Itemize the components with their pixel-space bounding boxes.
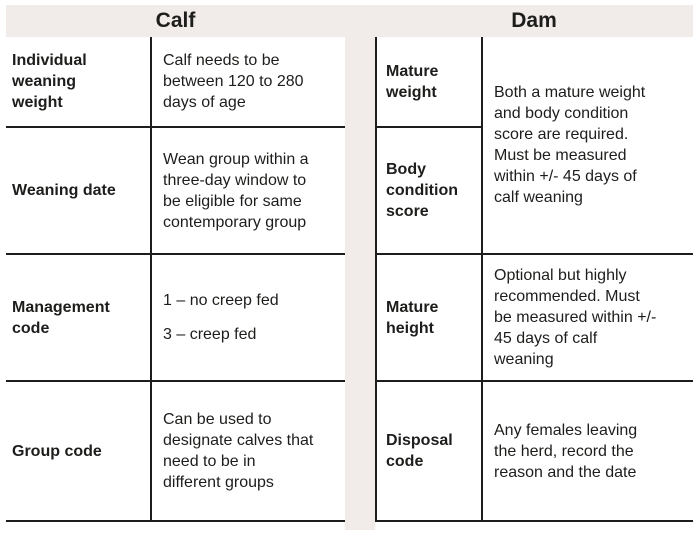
management-code-option-creep-fed: 3 – creep fed	[163, 326, 257, 343]
dam-label-mature-weight-text: Mature weight	[386, 62, 439, 101]
dam-label-mature-height: Mature height	[377, 255, 483, 382]
header-band: Calf Dam	[6, 5, 693, 37]
calf-desc-individual-weaning-weight-text: Calf needs to be between 120 to 280 days…	[163, 52, 304, 111]
header-gap	[345, 5, 375, 37]
management-code-option-no-creep-fed: 1 – no creep fed	[163, 292, 279, 309]
calf-label-individual-weaning-weight: Individual weaning weight	[6, 37, 152, 128]
calf-label-weaning-date-text: Weaning date	[12, 182, 116, 199]
center-gutter	[345, 37, 375, 530]
calf-desc-weaning-date-text: Wean group within a three-day window to …	[163, 150, 309, 231]
dam-label-body-condition-score-text: Body condition score	[386, 161, 458, 220]
calf-header: Calf	[155, 9, 196, 32]
calf-desc-management-code: 1 – no creep fed 3 – creep fed	[152, 255, 345, 382]
calf-label-management-code-text: Management code	[12, 298, 110, 337]
calf-label-group-code: Group code	[6, 382, 152, 522]
dam-desc-disposal-code-text: Any females leaving the herd, record the…	[494, 421, 638, 481]
dam-label-disposal-code-text: Disposal code	[386, 432, 453, 470]
dam-desc-mature-weight-body-condition: Both a mature weight and body condition …	[483, 37, 693, 255]
calf-desc-weaning-date: Wean group within a three-day window to …	[152, 128, 345, 255]
calf-desc-group-code: Can be used to designate calves that nee…	[152, 382, 345, 522]
calf-desc-group-code-text: Can be used to designate calves that nee…	[163, 411, 314, 491]
calf-label-group-code-text: Group code	[12, 442, 102, 460]
dam-desc-mature-height-text: Optional but highly recommended. Must be…	[494, 267, 657, 368]
dam-label-mature-weight: Mature weight	[377, 37, 483, 128]
calf-label-individual-weaning-weight-text: Individual weaning weight	[12, 52, 87, 111]
dam-label-disposal-code: Disposal code	[377, 382, 483, 522]
dam-desc-mature-height: Optional but highly recommended. Must be…	[483, 255, 693, 382]
dam-label-mature-height-text: Mature height	[386, 298, 439, 337]
calf-desc-individual-weaning-weight: Calf needs to be between 120 to 280 days…	[152, 37, 345, 128]
dam-header: Dam	[511, 9, 557, 32]
calf-label-weaning-date: Weaning date	[6, 128, 152, 255]
dam-desc-mature-weight-body-condition-text: Both a mature weight and body condition …	[494, 84, 646, 206]
dam-desc-disposal-code: Any females leaving the herd, record the…	[483, 382, 693, 522]
dam-table: Mature weight Both a mature weight and b…	[375, 37, 693, 522]
calf-table: Individual weaning weight Calf needs to …	[6, 37, 345, 522]
dam-label-body-condition-score: Body condition score	[377, 128, 483, 255]
calf-label-management-code: Management code	[6, 255, 152, 382]
